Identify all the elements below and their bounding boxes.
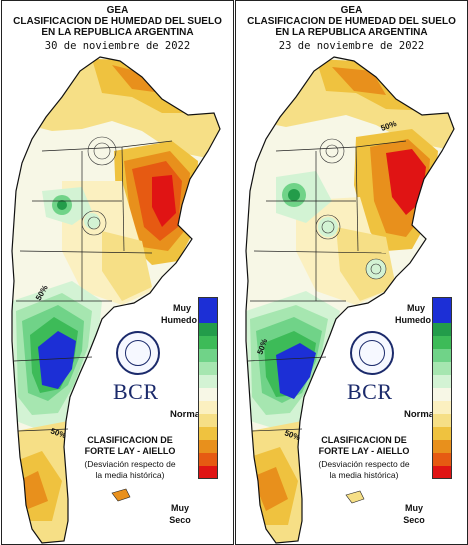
legend-swatch (432, 466, 452, 479)
legend-bottom-label-2: Seco (403, 515, 425, 525)
legend-normal-label: Normal (404, 409, 437, 420)
caption-line3: (Desviación respecto de (84, 459, 176, 469)
legend-swatch (432, 323, 452, 336)
bcr-logo-text: BCR (113, 379, 159, 404)
map-panel-right: GEA CLASIFICACION DE HUMEDAD DEL SUELO E… (235, 0, 468, 545)
map-panel-left: GEA CLASIFICACION DE HUMEDAD DEL SUELO E… (1, 0, 234, 545)
legend-bottom-label-1: Muy (405, 503, 423, 513)
legend-top-label-2: Humedo (395, 315, 431, 325)
header-title-line2: EN LA REPUBLICA ARGENTINA (275, 27, 428, 38)
legend-top-label-2: Humedo (161, 315, 197, 325)
legend-swatch (432, 414, 452, 427)
header-org: GEA (340, 5, 363, 16)
legend-swatch (432, 440, 452, 453)
legend-swatch (432, 375, 452, 388)
legend-swatch (198, 414, 218, 427)
legend-top-label-1: Muy (173, 303, 191, 313)
legend-bottom-label-2: Seco (169, 515, 191, 525)
legend-swatch (432, 349, 452, 362)
legend-color-scale (198, 297, 218, 479)
legend-color-scale (432, 297, 452, 479)
caption-line2: FORTE LAY - AIELLO (84, 446, 176, 456)
legend-swatch (432, 336, 452, 349)
legend-swatch (432, 310, 452, 323)
header-title-line1: CLASIFICACION DE HUMEDAD DEL SUELO (247, 16, 456, 27)
legend-bottom-label-1: Muy (171, 503, 189, 513)
caption-line3: (Desviación respecto de (318, 459, 410, 469)
legend-swatch (198, 440, 218, 453)
caption-line1: CLASIFICACION DE (321, 435, 407, 445)
header-title-line2: EN LA REPUBLICA ARGENTINA (41, 27, 194, 38)
header-org: GEA (106, 5, 129, 16)
legend-swatch (198, 427, 218, 440)
legend-swatch (198, 375, 218, 388)
bcr-seal-logo (350, 331, 394, 375)
legend-swatch (198, 336, 218, 349)
legend-swatch (198, 349, 218, 362)
caption-line1: CLASIFICACION DE (87, 435, 173, 445)
legend-swatch (198, 466, 218, 479)
legend-swatch (198, 323, 218, 336)
map-date: 23 de noviembre de 2022 (278, 40, 425, 52)
legend-swatch (432, 427, 452, 440)
soil-moisture-map: 50% 50% (11, 56, 221, 544)
caption-line4: la media histórica) (95, 470, 165, 480)
legend-normal-label: Normal (170, 409, 203, 420)
legend-swatch (198, 362, 218, 375)
legend-top-label-1: Muy (407, 303, 425, 313)
legend-swatch (198, 388, 218, 401)
legend-swatch (198, 297, 218, 310)
legend-swatch (432, 453, 452, 466)
caption-line2: FORTE LAY - AIELLO (318, 446, 410, 456)
caption-line4: la media histórica) (329, 470, 399, 480)
legend-swatch (432, 297, 452, 310)
legend-swatch (432, 362, 452, 375)
soil-moisture-map: 50% 50% 50% (245, 56, 455, 544)
legend-swatch (432, 388, 452, 401)
bcr-seal-logo (116, 331, 160, 375)
legend-swatch (198, 453, 218, 466)
map-date: 30 de noviembre de 2022 (44, 40, 191, 52)
header-title-line1: CLASIFICACION DE HUMEDAD DEL SUELO (13, 16, 222, 27)
bcr-logo-text: BCR (347, 379, 393, 404)
legend-swatch (432, 401, 452, 414)
legend-swatch (198, 310, 218, 323)
legend-swatch (198, 401, 218, 414)
